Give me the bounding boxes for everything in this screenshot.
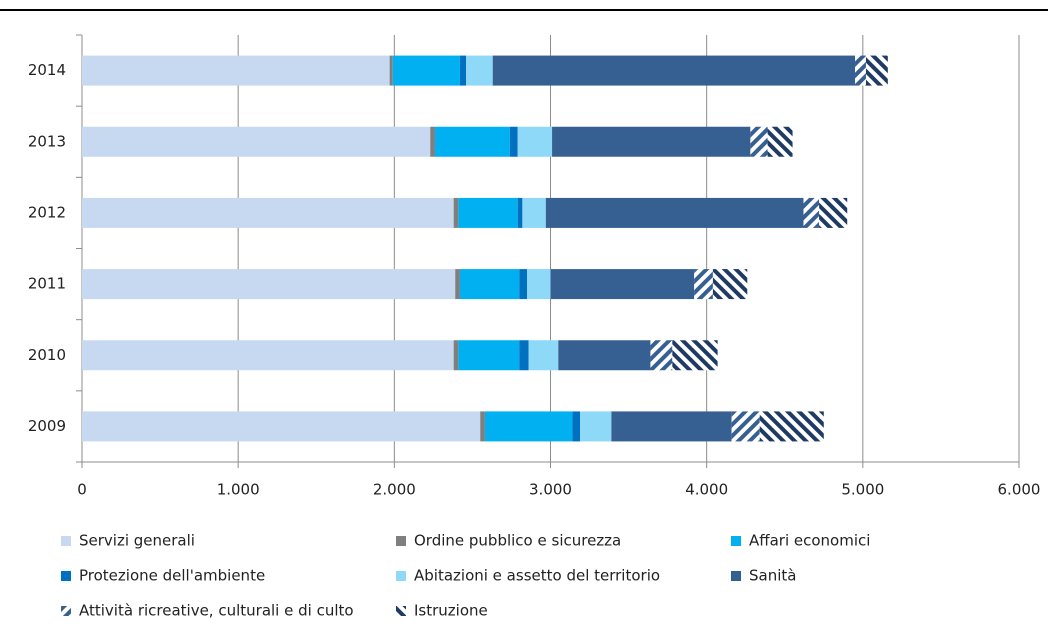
x-tick-label: 0 bbox=[77, 481, 87, 499]
legend-swatch bbox=[396, 536, 406, 546]
bar-segment bbox=[484, 411, 573, 442]
bar-segment bbox=[865, 55, 888, 86]
bar-segment bbox=[750, 126, 768, 157]
bar-segment bbox=[694, 269, 713, 300]
bar-segment bbox=[855, 55, 866, 86]
bar-segment bbox=[580, 411, 612, 442]
y-tick-label: 2009 bbox=[28, 417, 66, 435]
legend-label: Ordine pubblico e sicurezza bbox=[414, 532, 621, 550]
legend-swatch bbox=[61, 571, 71, 581]
bar-segment bbox=[759, 411, 824, 442]
legend-swatch bbox=[61, 606, 71, 616]
bar-segment bbox=[550, 269, 695, 300]
x-tick-label: 3.000 bbox=[529, 481, 572, 499]
y-tick-label: 2012 bbox=[28, 203, 66, 221]
bar-segment bbox=[430, 126, 435, 157]
bar-segment bbox=[82, 197, 454, 228]
bar-segment bbox=[466, 55, 493, 86]
bar-segment bbox=[455, 269, 460, 300]
legend-label: Protezione dell'ambiente bbox=[79, 567, 265, 585]
x-tick-label: 4.000 bbox=[685, 481, 728, 499]
y-tick-label: 2013 bbox=[28, 132, 66, 150]
bar-segment bbox=[527, 269, 551, 300]
bar-segment bbox=[459, 269, 520, 300]
bar-segment bbox=[82, 126, 431, 157]
legend-label: Abitazioni e assetto del territorio bbox=[414, 567, 660, 585]
bar-segment bbox=[458, 197, 518, 228]
x-tick-label: 1.000 bbox=[217, 481, 260, 499]
legend-label: Affari economici bbox=[749, 532, 870, 550]
bar-segment bbox=[517, 126, 553, 157]
bar-segment bbox=[458, 340, 520, 371]
legend-swatch bbox=[61, 536, 71, 546]
y-tick-label: 2014 bbox=[28, 61, 66, 79]
x-tick-label: 6.000 bbox=[998, 481, 1041, 499]
bar-segment bbox=[492, 55, 856, 86]
bar-segment bbox=[517, 197, 523, 228]
bar-segment bbox=[480, 411, 485, 442]
legend-label: Istruzione bbox=[414, 602, 488, 620]
bar-segment bbox=[519, 269, 528, 300]
y-tick-label: 2010 bbox=[28, 346, 66, 364]
legend-label: Sanità bbox=[749, 567, 796, 585]
bar-segment bbox=[82, 340, 454, 371]
bar-segment bbox=[453, 197, 459, 228]
bar-segment bbox=[82, 55, 390, 86]
bar-segment bbox=[459, 55, 467, 86]
bar-segment bbox=[558, 340, 651, 371]
bar-segment bbox=[389, 55, 393, 86]
bar-segment bbox=[434, 126, 510, 157]
legend-label: Attività ricreative, culturali e di cult… bbox=[79, 602, 354, 620]
bar-segment bbox=[572, 411, 581, 442]
legend-swatch bbox=[396, 606, 406, 616]
bar-segment bbox=[672, 340, 718, 371]
bar-segment bbox=[82, 269, 456, 300]
bar-segment bbox=[392, 55, 460, 86]
legend-swatch bbox=[731, 571, 741, 581]
bar-segment bbox=[522, 197, 546, 228]
bar-segment bbox=[803, 197, 820, 228]
legend-label: Servizi generali bbox=[79, 532, 195, 550]
bar-segment bbox=[528, 340, 559, 371]
bar-segment bbox=[519, 340, 529, 371]
legend-swatch bbox=[731, 536, 741, 546]
bar-segment bbox=[819, 197, 848, 228]
bar-segment bbox=[731, 411, 760, 442]
bar-segment bbox=[611, 411, 732, 442]
bar-segment bbox=[712, 269, 748, 300]
bar-segment bbox=[552, 126, 751, 157]
y-tick-label: 2011 bbox=[28, 275, 66, 293]
bar-segment bbox=[545, 197, 804, 228]
bar-segment bbox=[509, 126, 518, 157]
bar-segment bbox=[767, 126, 793, 157]
bar-segment bbox=[453, 340, 459, 371]
bar-segment bbox=[650, 340, 673, 371]
x-tick-label: 5.000 bbox=[841, 481, 884, 499]
legend-swatch bbox=[396, 571, 406, 581]
x-tick-label: 2.000 bbox=[373, 481, 416, 499]
bar-segment bbox=[82, 411, 481, 442]
